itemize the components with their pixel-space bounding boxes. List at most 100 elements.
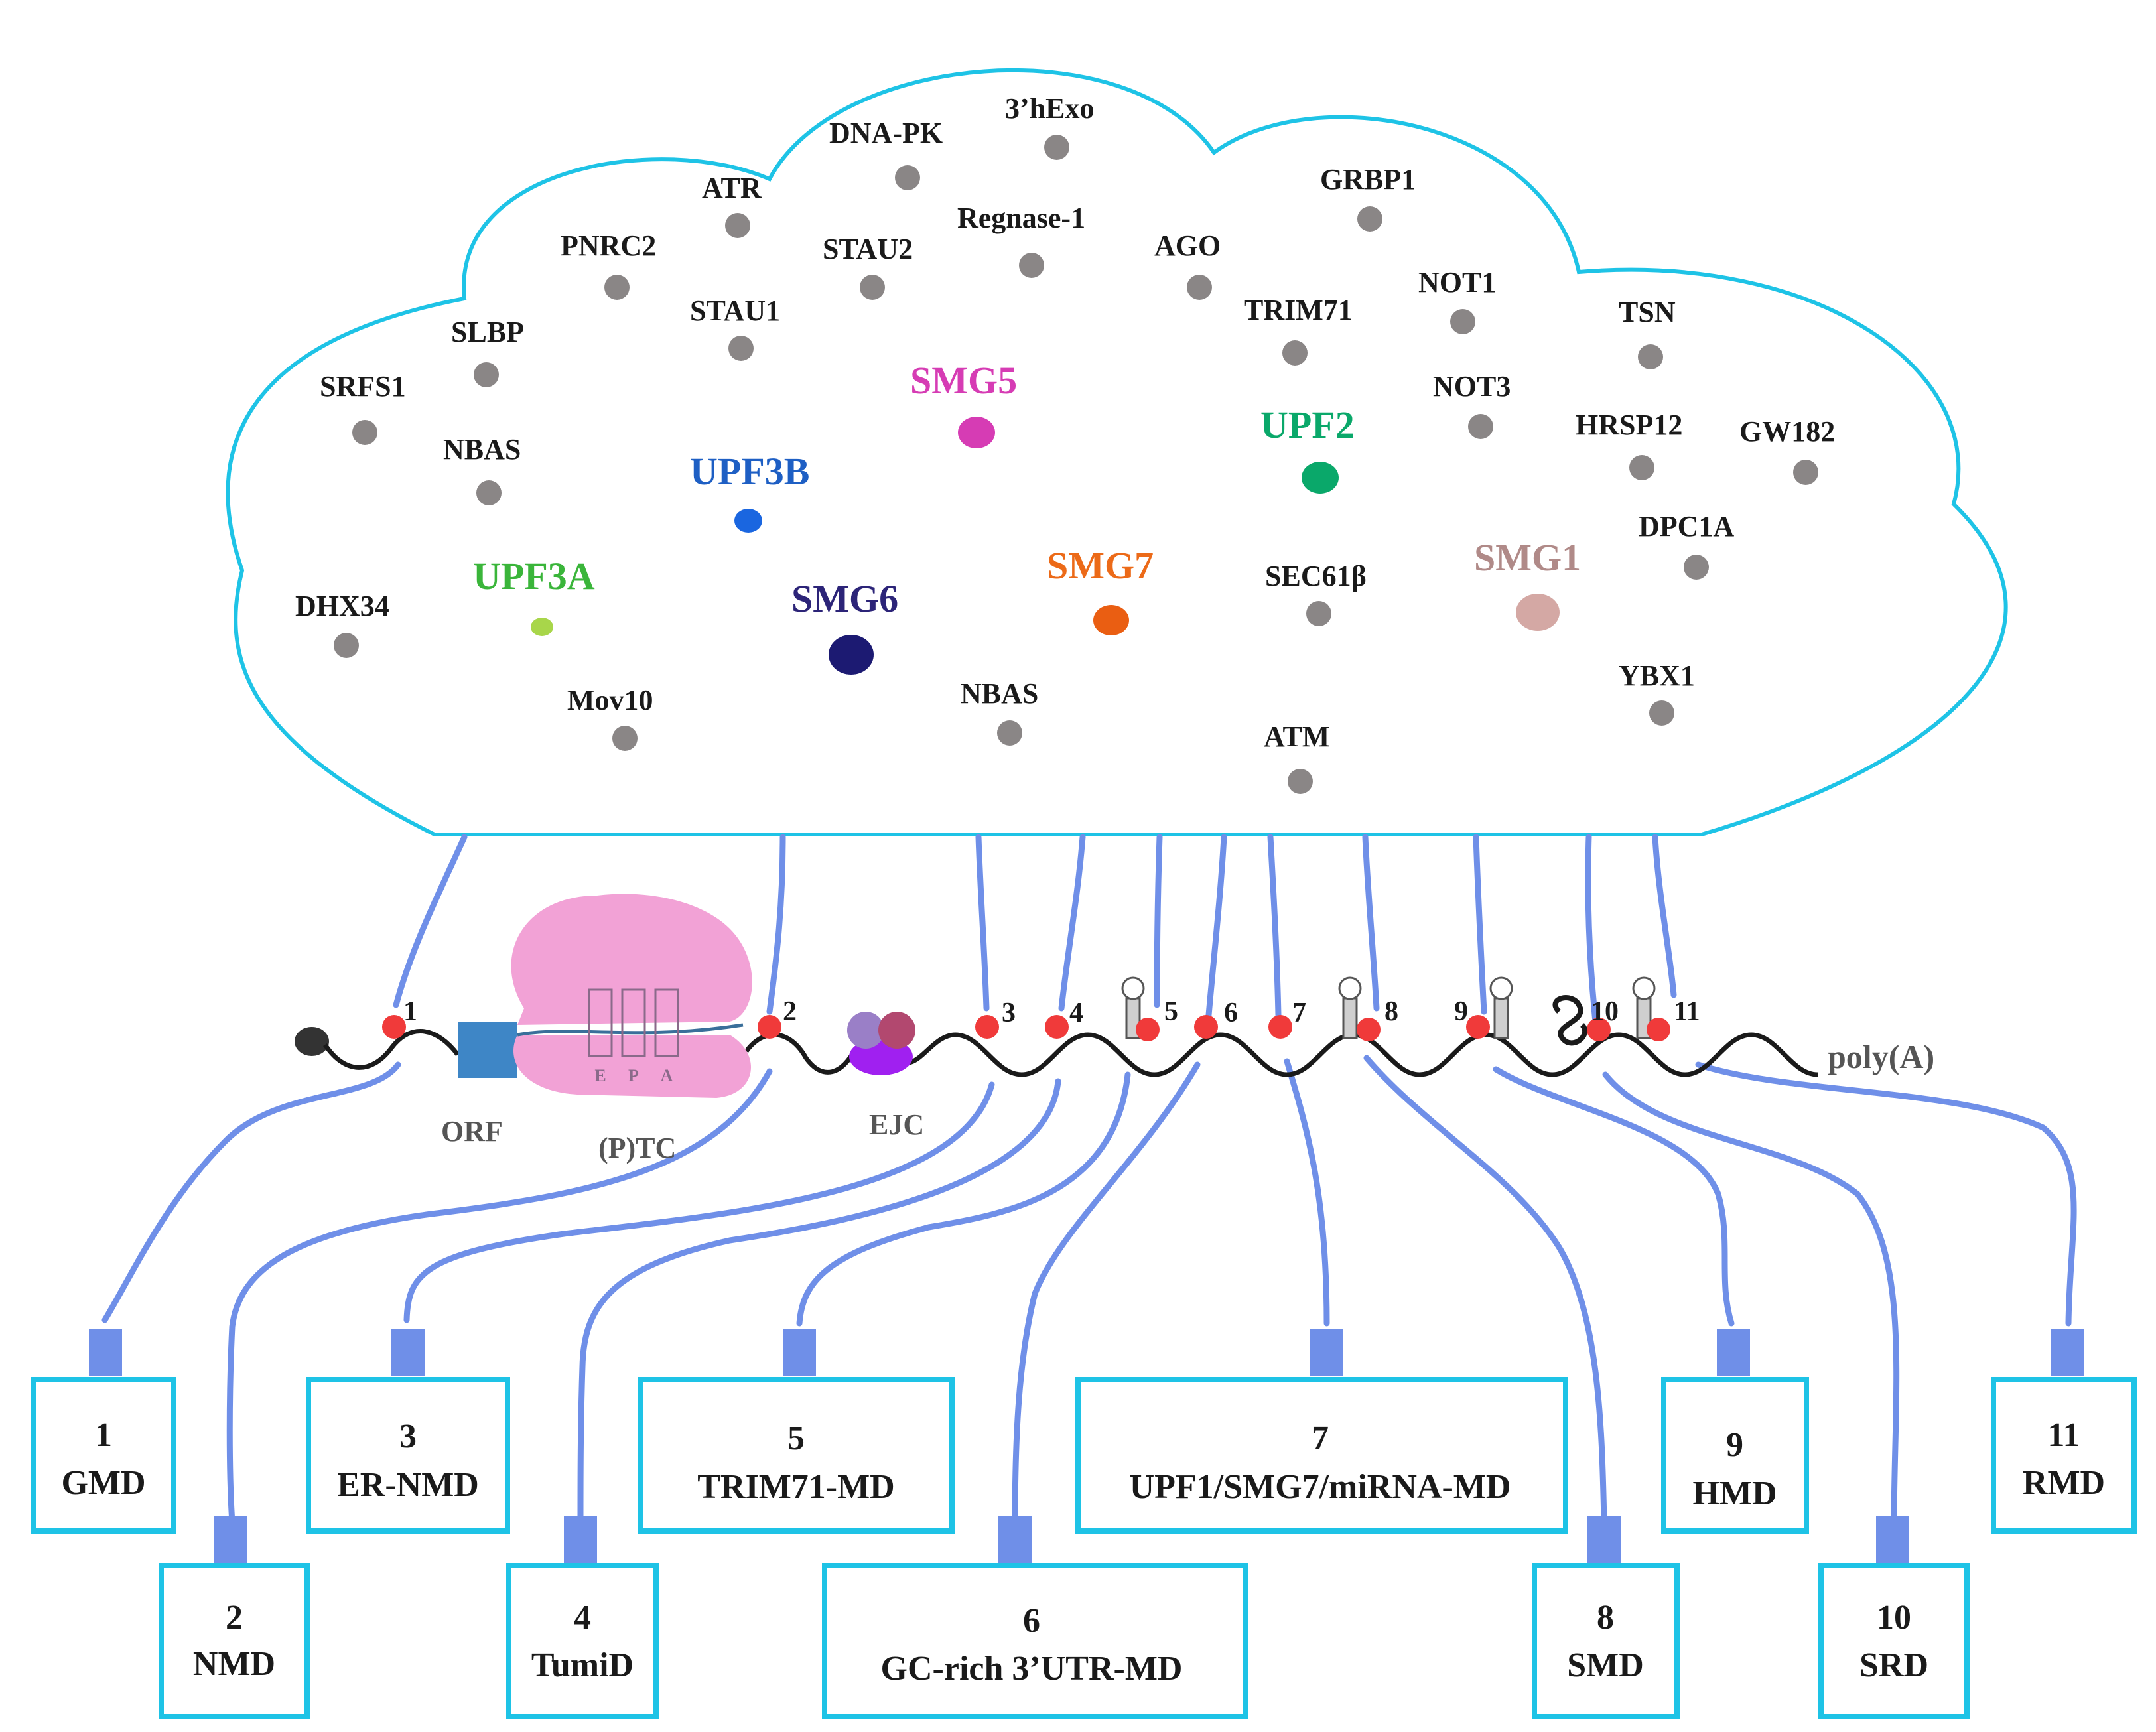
core-label-upf3b: UPF3B xyxy=(690,450,809,493)
core-label-upf2: UPF2 xyxy=(1260,403,1355,446)
stem-loop-8 xyxy=(1338,976,1362,1039)
ribosome-site-label-a: A xyxy=(661,1066,673,1085)
site-number-4: 4 xyxy=(1069,998,1083,1028)
pathway-name-9: HMD xyxy=(1692,1475,1777,1512)
tab-3 xyxy=(391,1329,425,1376)
protein-dot-nbas-top xyxy=(476,480,502,505)
protein-label-regnase1: Regnase-1 xyxy=(957,202,1085,234)
protein-label-atr: ATR xyxy=(702,172,762,204)
protein-dot-slbp xyxy=(474,362,499,387)
tab-11 xyxy=(2051,1329,2084,1376)
protein-label-dpc1a: DPC1A xyxy=(1639,510,1734,543)
protein-label-hrsp12: HRSP12 xyxy=(1576,409,1682,441)
pathway-name-8: SMD xyxy=(1567,1646,1644,1684)
pathway-box-3 xyxy=(306,1377,510,1534)
protein-dot-pnrc2 xyxy=(604,275,630,300)
site-number-9: 9 xyxy=(1454,996,1468,1027)
protein-label-atm: ATM xyxy=(1264,720,1329,753)
site-dot-10 xyxy=(1587,1018,1611,1041)
pathway-name-3: ER-NMD xyxy=(337,1466,479,1504)
mrna-feature-labels: ORF (P)TC EJC xyxy=(441,1108,924,1164)
protein-label-grbp1: GRBP1 xyxy=(1320,163,1416,196)
pathway-boxes xyxy=(31,1377,2137,1719)
site-dots xyxy=(382,1015,1670,1041)
protein-dot-nbas-bottom xyxy=(997,720,1022,746)
protein-labels: DNA-PK 3’hExo ATR Regnase-1 GRBP1 PNRC2 … xyxy=(295,92,1835,753)
lower-connector-3 xyxy=(403,1081,995,1323)
site-dot-7 xyxy=(1268,1015,1292,1039)
site-dot-9 xyxy=(1466,1015,1490,1039)
core-dot-upf2 xyxy=(1302,462,1339,494)
protein-dot-mov10 xyxy=(612,726,638,751)
orf-block xyxy=(458,1022,517,1078)
protein-dot-grbp1 xyxy=(1357,206,1382,232)
tab-4 xyxy=(564,1516,597,1564)
upper-connector-10 xyxy=(1585,834,1599,1025)
protein-label-dhx34: DHX34 xyxy=(295,590,389,622)
site-dot-11 xyxy=(1647,1018,1670,1041)
rna-knot-icon xyxy=(1552,995,1588,1046)
protein-dot-not3 xyxy=(1468,414,1493,439)
ribosome-site-a xyxy=(654,988,679,1057)
protein-dot-not1 xyxy=(1450,309,1475,334)
site-number-1: 1 xyxy=(403,996,417,1027)
site-dot-4 xyxy=(1045,1015,1069,1039)
protein-dot-3hexo xyxy=(1044,135,1069,160)
lower-connector-9 xyxy=(1493,1066,1735,1327)
box-tabs xyxy=(89,1329,2084,1564)
pathway-name-7: UPF1/SMG7/miRNA-MD xyxy=(1130,1468,1511,1506)
ribosome-mrna-channel xyxy=(517,1023,744,1037)
core-label-smg6: SMG6 xyxy=(791,577,898,620)
tab-1 xyxy=(89,1329,122,1376)
protein-dot-ybx1 xyxy=(1649,700,1674,726)
protein-dot-atm xyxy=(1288,769,1313,794)
protein-dot-srfs1 xyxy=(352,420,377,445)
upper-connector-1 xyxy=(393,834,468,1008)
lower-connector-4 xyxy=(577,1078,1061,1526)
protein-dot-hrsp12 xyxy=(1629,455,1654,480)
protein-dot-tsn xyxy=(1638,344,1663,369)
core-dot-upf3b xyxy=(734,509,762,533)
protein-label-dna-pk: DNA-PK xyxy=(829,117,943,149)
core-label-smg1: SMG1 xyxy=(1474,536,1581,579)
site-number-2: 2 xyxy=(783,996,797,1027)
tab-8 xyxy=(1587,1516,1621,1564)
pathway-name-11: RMD xyxy=(2023,1464,2105,1502)
pathway-number-4: 4 xyxy=(574,1599,591,1636)
protein-label-tsn: TSN xyxy=(1619,296,1676,328)
pathway-number-7: 7 xyxy=(1312,1420,1329,1457)
protein-label-sec61b: SEC61β xyxy=(1265,560,1367,592)
lower-connector-7 xyxy=(1284,1058,1330,1327)
protein-label-trim71: TRIM71 xyxy=(1244,294,1353,326)
site-number-8: 8 xyxy=(1384,996,1398,1027)
protein-dot-stau2 xyxy=(860,275,885,300)
protein-label-nbas-top: NBAS xyxy=(443,433,521,466)
upper-connector-5 xyxy=(1154,834,1163,1008)
upper-connectors xyxy=(393,834,1677,1025)
core-factor-dots xyxy=(531,417,1560,675)
protein-dot-dna-pk xyxy=(895,165,920,190)
pathway-name-2: NMD xyxy=(193,1645,275,1683)
pathway-box-9 xyxy=(1661,1377,1809,1534)
pathway-number-11: 11 xyxy=(2047,1416,2080,1454)
orf-label: ORF xyxy=(441,1115,503,1148)
core-dot-smg6 xyxy=(829,635,874,675)
pathway-name-1: GMD xyxy=(61,1464,145,1502)
pathway-number-5: 5 xyxy=(787,1420,805,1457)
protein-dot-sec61b xyxy=(1306,601,1331,626)
factor-cloud xyxy=(226,68,2008,836)
pathway-box-8 xyxy=(1532,1563,1680,1719)
tab-2 xyxy=(214,1516,247,1564)
ribosome-large-subunit xyxy=(511,894,752,1025)
protein-dot-gw182 xyxy=(1793,460,1818,485)
pathway-box-6 xyxy=(822,1563,1248,1719)
protein-label-mov10: Mov10 xyxy=(567,684,653,716)
ribosome-small-subunit xyxy=(513,1035,752,1098)
tab-5 xyxy=(783,1329,816,1376)
protein-dot-dpc1a xyxy=(1684,555,1709,580)
site-number-11: 11 xyxy=(1674,996,1700,1027)
stem-loop-5 xyxy=(1121,976,1145,1039)
protein-dot-regnase1 xyxy=(1019,253,1044,278)
lower-connector-5 xyxy=(796,1071,1131,1327)
protein-label-stau1: STAU1 xyxy=(690,295,780,327)
